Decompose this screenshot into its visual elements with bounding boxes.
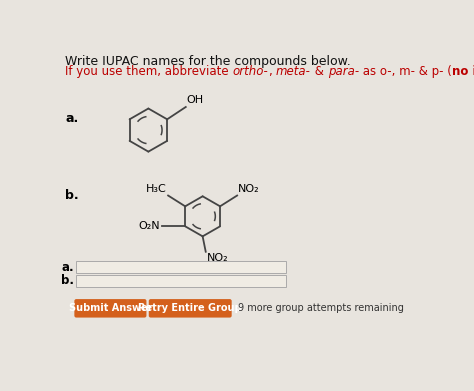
Text: as o-, m- & p- (: as o-, m- & p- ( <box>359 65 452 79</box>
Text: para-: para- <box>328 65 359 79</box>
Text: Submit Answer: Submit Answer <box>69 303 152 313</box>
Text: no italics: no italics <box>452 65 474 79</box>
Text: ortho-: ortho- <box>233 65 269 79</box>
Bar <box>76 275 285 287</box>
FancyBboxPatch shape <box>149 299 232 317</box>
Text: a.: a. <box>65 112 79 126</box>
Text: H₃C: H₃C <box>146 184 166 194</box>
Text: O₂N: O₂N <box>139 221 160 231</box>
Text: meta-: meta- <box>276 65 311 79</box>
FancyBboxPatch shape <box>74 299 146 317</box>
Text: NO₂: NO₂ <box>238 184 260 194</box>
Bar <box>76 261 285 273</box>
Text: OH: OH <box>187 95 204 106</box>
Text: Write IUPAC names for the compounds below.: Write IUPAC names for the compounds belo… <box>65 55 351 68</box>
Text: &: & <box>311 65 328 79</box>
Text: NO₂: NO₂ <box>207 253 228 262</box>
Text: If you use them, abbreviate: If you use them, abbreviate <box>65 65 233 79</box>
Text: b.: b. <box>65 189 79 203</box>
Text: a.: a. <box>61 261 74 274</box>
Text: ,: , <box>269 65 276 79</box>
Text: 9 more group attempts remaining: 9 more group attempts remaining <box>237 303 403 313</box>
Text: Retry Entire Group: Retry Entire Group <box>138 303 242 313</box>
Text: b.: b. <box>61 274 74 287</box>
